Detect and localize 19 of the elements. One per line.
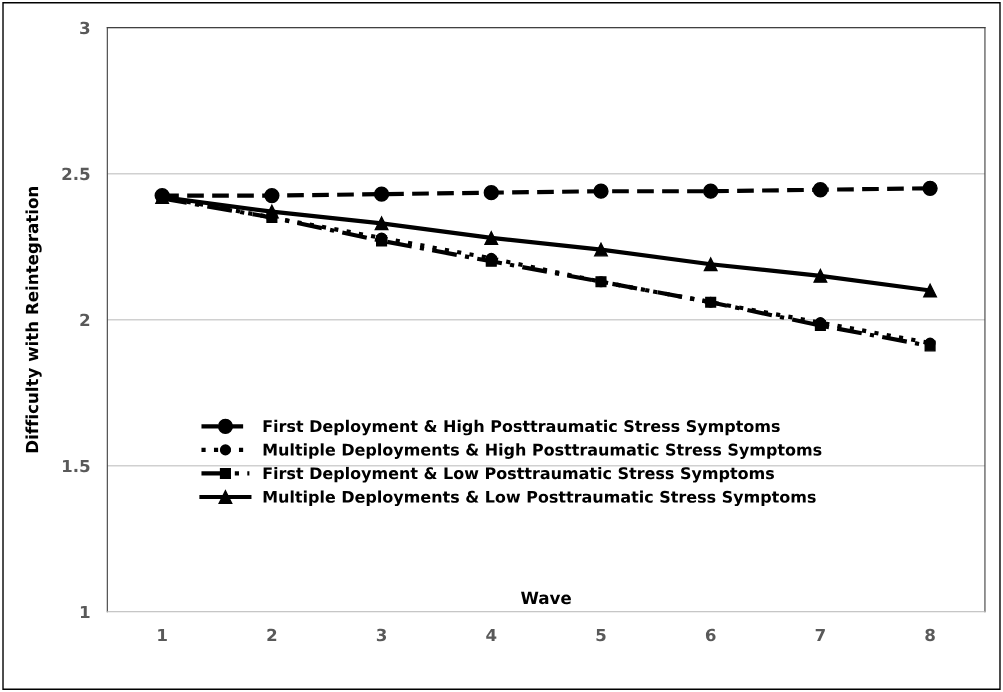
y-tick-label: 2.5 — [62, 167, 90, 181]
x-tick-label: 4 — [486, 628, 497, 642]
legend-label: First Deployment & High Posttraumatic Stress Symptoms — [263, 419, 780, 436]
y-tick-label: 1 — [80, 605, 90, 619]
y-tick-label: 1.5 — [63, 459, 90, 473]
x-tick-label: 7 — [815, 628, 825, 642]
x-tick-label: 8 — [925, 628, 935, 642]
y-tick-label: 3 — [80, 21, 90, 35]
x-tick-label: 2 — [267, 628, 277, 642]
x-tick-label: 1 — [158, 628, 167, 642]
x-tick-label: 5 — [596, 628, 606, 642]
x-tick-label: 6 — [705, 628, 716, 642]
legend-label: First Deployment & Low Posttraumatic Stress Symptoms — [263, 466, 774, 483]
y-axis-title: Difficulty with Reintegration — [25, 187, 42, 453]
legend-label: Multiple Deployments & Low Posttraumatic Stress Symptoms — [263, 490, 816, 507]
x-axis-title: Wave — [521, 591, 571, 605]
y-tick-label: 2 — [80, 313, 90, 327]
x-tick-label: 3 — [376, 628, 387, 642]
legend-label: Multiple Deployments & High Posttraumatic Stress Symptoms — [263, 443, 822, 459]
